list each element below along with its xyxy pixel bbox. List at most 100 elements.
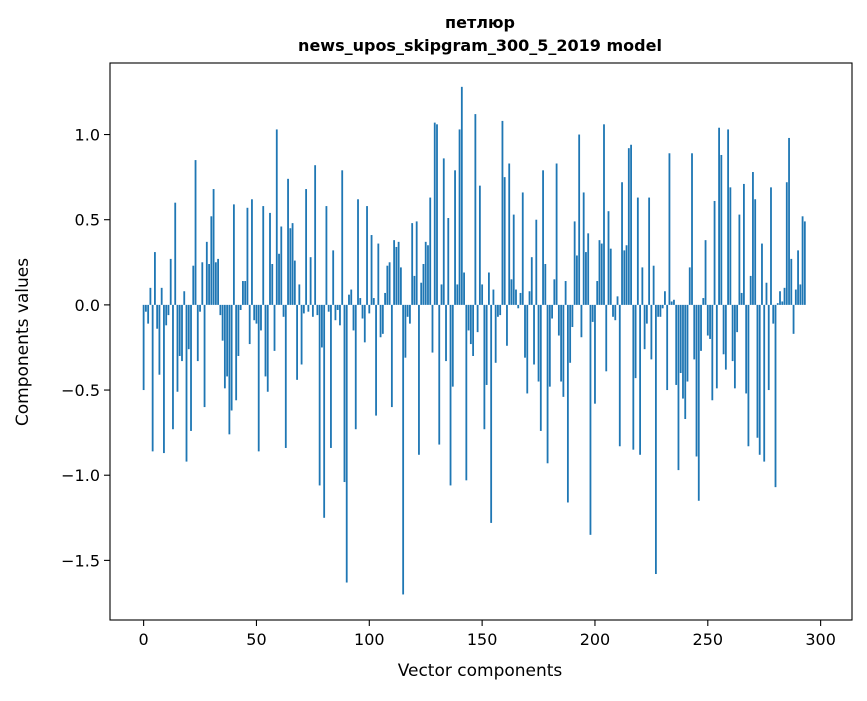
bar — [203, 304, 206, 408]
bar — [560, 304, 563, 382]
bar — [722, 304, 725, 355]
bar — [323, 304, 326, 518]
bar — [478, 185, 481, 305]
bar — [390, 304, 393, 408]
bar — [533, 304, 535, 365]
bar — [761, 243, 763, 305]
bar — [697, 304, 700, 501]
bar — [255, 304, 258, 324]
bar — [208, 264, 210, 305]
bar — [612, 304, 614, 317]
bar — [517, 304, 520, 309]
bar — [332, 250, 335, 305]
bar — [210, 216, 213, 305]
bar — [418, 304, 420, 455]
bar — [436, 124, 438, 305]
bar — [467, 304, 470, 331]
bar — [447, 218, 450, 305]
x-tick-label: 250 — [693, 630, 724, 649]
bar — [379, 304, 382, 338]
bar — [767, 304, 770, 391]
bar — [399, 267, 402, 305]
x-tick-label: 100 — [354, 630, 385, 649]
y-axis-label: Components values — [13, 258, 33, 426]
bar — [776, 303, 779, 305]
bar — [508, 163, 511, 305]
y-axis: −1.5 −1.0 −0.5 0.0 0.5 1.0 — [61, 126, 110, 570]
bar — [535, 219, 538, 305]
y-tick-label: 0.5 — [75, 211, 100, 230]
bar — [709, 304, 711, 339]
bar — [598, 240, 601, 305]
bar — [460, 86, 463, 305]
bar — [738, 214, 741, 305]
bar — [643, 304, 646, 350]
bar — [298, 284, 301, 305]
bar — [307, 304, 310, 312]
bar — [339, 304, 341, 326]
bar — [569, 304, 572, 363]
bar — [343, 304, 346, 483]
bar — [300, 304, 303, 365]
bar — [715, 304, 718, 389]
y-tick-label: −1.0 — [61, 466, 100, 485]
bar — [704, 240, 707, 305]
bar — [242, 281, 244, 305]
bar — [357, 199, 359, 305]
bar — [368, 304, 371, 314]
bar — [756, 304, 759, 438]
bar — [149, 287, 152, 305]
bar — [181, 304, 183, 362]
bar — [280, 226, 283, 305]
bar — [733, 304, 736, 389]
bar — [682, 304, 684, 399]
y-tick-label: 1.0 — [75, 126, 100, 145]
bar — [147, 304, 150, 324]
bar — [458, 129, 461, 305]
bar — [788, 137, 790, 305]
bar — [352, 304, 355, 331]
bar — [413, 275, 416, 305]
bars-group — [142, 86, 806, 595]
bar — [720, 154, 723, 305]
bar — [781, 301, 784, 305]
bar — [330, 304, 332, 448]
bar — [172, 304, 174, 430]
bar — [144, 304, 147, 312]
bar — [248, 304, 251, 345]
bar — [492, 289, 495, 305]
bar — [178, 304, 181, 356]
bar — [251, 199, 253, 305]
bar — [217, 258, 219, 305]
bar — [783, 287, 786, 305]
bar — [384, 292, 386, 305]
bar — [695, 304, 698, 457]
bar — [472, 304, 475, 356]
bar — [271, 264, 274, 305]
bar — [289, 228, 292, 305]
bar — [192, 265, 195, 305]
bar — [402, 304, 405, 595]
bar — [284, 304, 287, 448]
bar — [424, 241, 427, 305]
bar — [614, 304, 617, 321]
bar — [605, 304, 608, 372]
bar — [321, 304, 323, 348]
bar — [542, 170, 544, 305]
bar — [302, 304, 305, 314]
bar — [442, 158, 445, 305]
bar — [420, 282, 423, 305]
bar — [648, 197, 651, 305]
bar — [273, 304, 276, 351]
bar — [706, 304, 709, 336]
bar — [463, 272, 465, 305]
chart-title: петлюр — [445, 13, 515, 32]
bar — [282, 304, 285, 317]
bar — [316, 304, 319, 316]
bar — [183, 291, 186, 305]
x-tick-label: 150 — [467, 630, 498, 649]
bar — [664, 291, 666, 305]
bar — [246, 207, 249, 305]
bar — [221, 304, 224, 341]
